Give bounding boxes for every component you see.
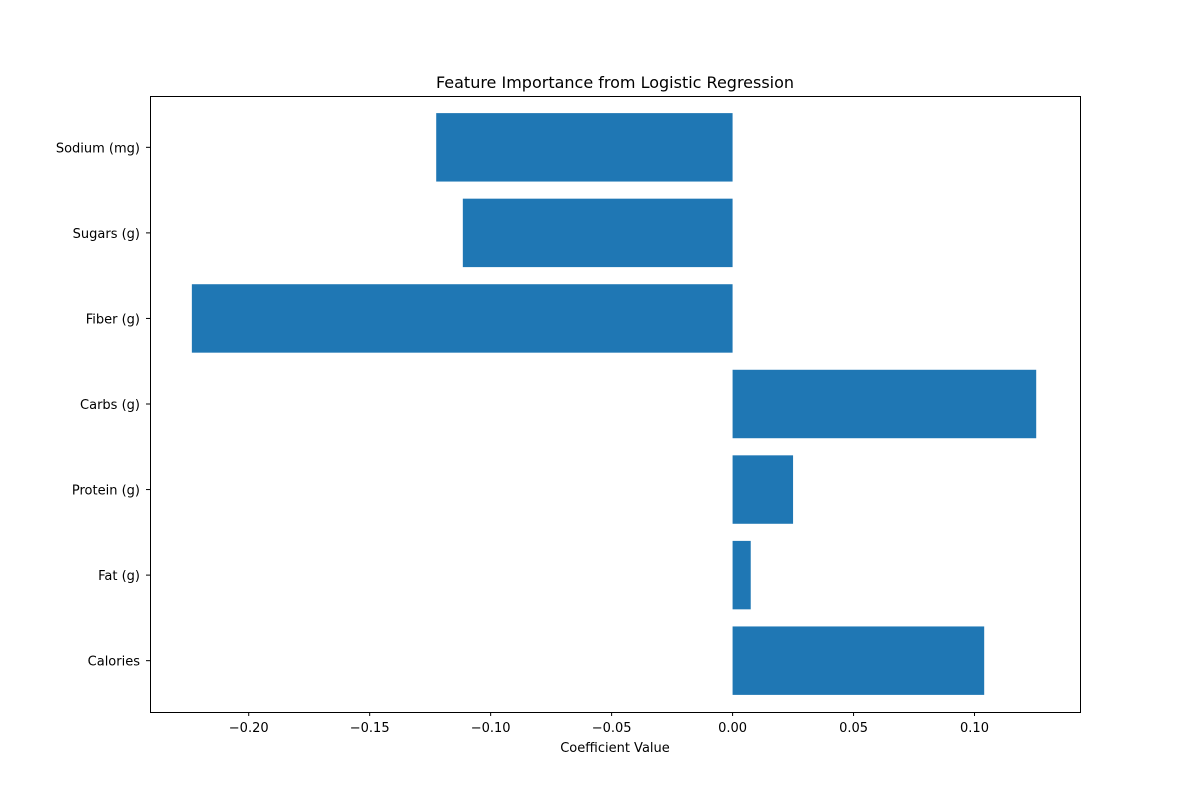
y-tick-label: Protein (g) bbox=[72, 484, 140, 499]
x-axis: −0.20 −0.15 −0.10 −0.05 0.00 0.05 0.10 bbox=[229, 712, 989, 736]
chart-title: Feature Importance from Logistic Regress… bbox=[436, 73, 794, 92]
bar-carbs-g bbox=[732, 369, 1037, 439]
bar-protein-g bbox=[732, 455, 794, 524]
bar-fat-g bbox=[732, 540, 751, 610]
y-tick-label: Fat (g) bbox=[98, 569, 140, 584]
y-tick-label: Fiber (g) bbox=[86, 312, 140, 327]
bar-fiber-g bbox=[191, 284, 733, 353]
x-tick-label: 0.10 bbox=[960, 721, 989, 736]
x-tick-label: −0.20 bbox=[229, 721, 269, 736]
x-tick-label: −0.10 bbox=[471, 721, 511, 736]
x-tick-label: 0.00 bbox=[718, 721, 747, 736]
y-tick-label: Calories bbox=[88, 655, 141, 670]
bar-calories bbox=[732, 626, 985, 695]
y-tick-label: Carbs (g) bbox=[80, 398, 140, 413]
x-tick-label: 0.05 bbox=[839, 721, 868, 736]
x-tick-label: −0.15 bbox=[350, 721, 390, 736]
plot-frame bbox=[150, 96, 1081, 713]
y-tick-label: Sodium (mg) bbox=[56, 141, 140, 156]
bars-group bbox=[191, 113, 1037, 695]
y-tick-label: Sugars (g) bbox=[73, 227, 140, 242]
x-tick-label: −0.05 bbox=[592, 721, 632, 736]
bar-sodium-mg bbox=[436, 113, 733, 182]
y-axis: Calories Fat (g) Protein (g) Carbs (g) Fiber… bbox=[56, 141, 150, 670]
bar-sugars-g bbox=[462, 198, 733, 268]
x-axis-label: Coefficient Value bbox=[560, 741, 670, 756]
